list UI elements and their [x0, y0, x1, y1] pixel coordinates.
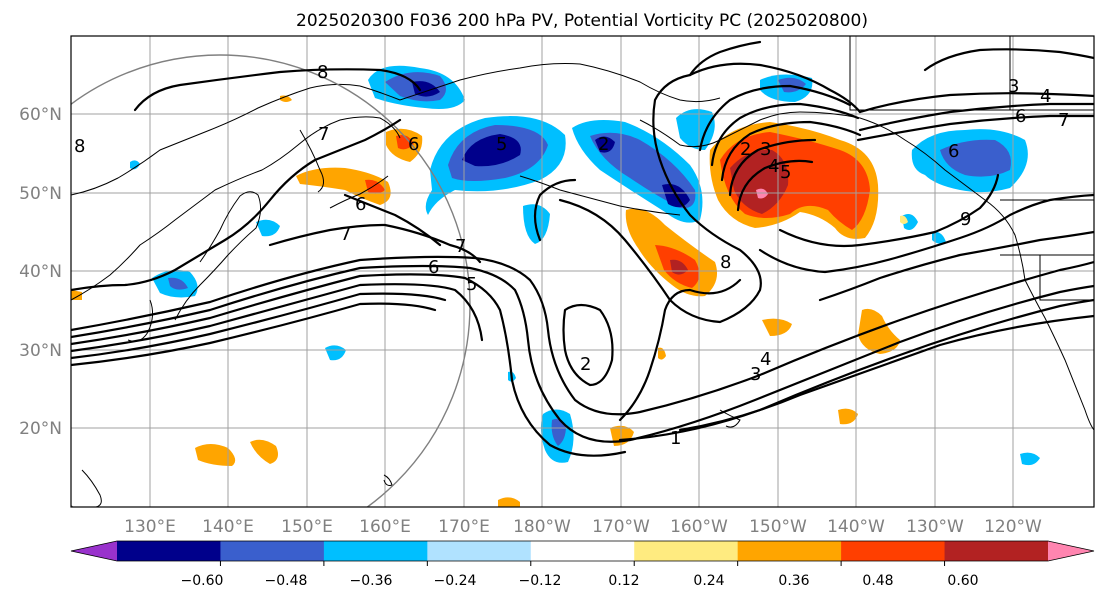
map-frame [70, 35, 1095, 508]
contour-label: 6 [355, 194, 366, 215]
contour-label: 3 [1008, 76, 1019, 97]
contour-label: 8 [74, 136, 85, 157]
contour-label: 6 [408, 134, 419, 155]
negative-anomaly-region [130, 65, 1040, 466]
colorbar-tick-label: −0.12 [519, 573, 562, 589]
colorbar-outline [70, 540, 1095, 562]
colorbar-segment [841, 541, 946, 561]
lon-label: 150°E [281, 517, 333, 537]
lon-label: 170°E [438, 517, 490, 537]
colorbar-tick-label: 0.60 [947, 573, 978, 589]
contour-label: 5 [496, 134, 507, 155]
pv-anomaly-shading [71, 65, 1040, 507]
colorbar-tick-labels: −0.60 −0.48 −0.36 −0.24 −0.12 0.12 0.24 … [181, 573, 979, 589]
lon-label: 140°W [827, 517, 885, 537]
pv-contours [71, 40, 1094, 457]
lon-label: 140°E [202, 517, 254, 537]
contour-label: 3 [750, 364, 761, 385]
lon-label: 150°W [749, 517, 807, 537]
colorbar-tick-label: 0.12 [608, 573, 639, 589]
contour-label: 6 [948, 141, 959, 162]
contour-label: 9 [960, 209, 971, 230]
lat-label-60n: 60°N [19, 105, 62, 125]
contour-label: 7 [455, 236, 466, 257]
lon-label: 160°W [670, 517, 728, 537]
contour-label: 6 [428, 257, 439, 278]
lon-label: 160°E [359, 517, 411, 537]
map-panel: 8 7 6 7 6 5 4 3 2 1 7 2 3 4 5 6 8 9 3 4 … [71, 36, 1094, 507]
lat-label-20n: 20°N [19, 419, 62, 439]
colorbar-segment [634, 541, 739, 561]
colorbar-extend-low [71, 541, 117, 561]
colorbar-segment [530, 541, 635, 561]
lat-label-30n: 30°N [19, 341, 62, 361]
lat-label-50n: 50°N [19, 184, 62, 204]
lon-label: 130°E [124, 517, 176, 537]
contour-labels: 8 7 6 7 6 5 4 3 2 1 7 2 3 4 5 6 8 9 3 4 … [74, 62, 1069, 449]
contour-label: 2 [580, 354, 591, 375]
colorbar-segment [427, 541, 532, 561]
contour-label: 5 [466, 274, 477, 295]
colorbar: −0.60 −0.48 −0.36 −0.24 −0.12 0.12 0.24 … [70, 540, 1095, 589]
colorbar-tick-label: −0.24 [434, 573, 477, 589]
lon-label: 120°W [984, 517, 1042, 537]
lat-label-40n: 40°N [19, 262, 62, 282]
positive-anomaly-region [71, 95, 908, 507]
colorbar-tick-label: −0.48 [265, 573, 308, 589]
colorbar-segment [220, 541, 325, 561]
colorbar-segment [117, 541, 221, 561]
colorbar-tick-label: −0.36 [350, 573, 393, 589]
lon-label: 180°W [513, 517, 571, 537]
contour-label: 7 [318, 124, 329, 145]
contour-label: 8 [317, 62, 328, 83]
contour-label: 8 [720, 252, 731, 273]
colorbar-segments [70, 540, 1095, 562]
contour-label: 6 [1015, 106, 1026, 127]
colorbar-segment [944, 541, 1049, 561]
contour-label: 5 [780, 162, 791, 183]
contour-label: 3 [760, 139, 771, 160]
colorbar-tick-label: 0.36 [778, 573, 809, 589]
contour-label: 1 [670, 428, 681, 449]
contour-label: 4 [760, 349, 771, 370]
colorbar-ticks [219, 561, 946, 566]
lon-label: 170°W [592, 517, 650, 537]
latitude-labels: 60°N 50°N 40°N 30°N 20°N [19, 105, 62, 439]
contour-label: 7 [340, 224, 351, 245]
colorbar-segment [737, 541, 842, 561]
contour-label: 4 [768, 156, 779, 177]
colorbar-extend-high [1048, 541, 1094, 561]
colorbar-segment [323, 541, 428, 561]
colorbar-tick-label: 0.24 [693, 573, 724, 589]
figure-title: 2025020300 F036 200 hPa PV, Potential Vo… [296, 11, 868, 31]
contour-label: 7 [1058, 110, 1069, 131]
contour-label: 2 [740, 139, 751, 160]
lon-label: 130°W [906, 517, 964, 537]
colorbar-tick-label: 0.48 [862, 573, 893, 589]
contour-label: 4 [1040, 86, 1051, 107]
longitude-labels: 130°E 140°E 150°E 160°E 170°E 180°W 170°… [124, 517, 1042, 537]
contour-label: 2 [598, 134, 609, 155]
colorbar-tick-label: −0.60 [181, 573, 224, 589]
